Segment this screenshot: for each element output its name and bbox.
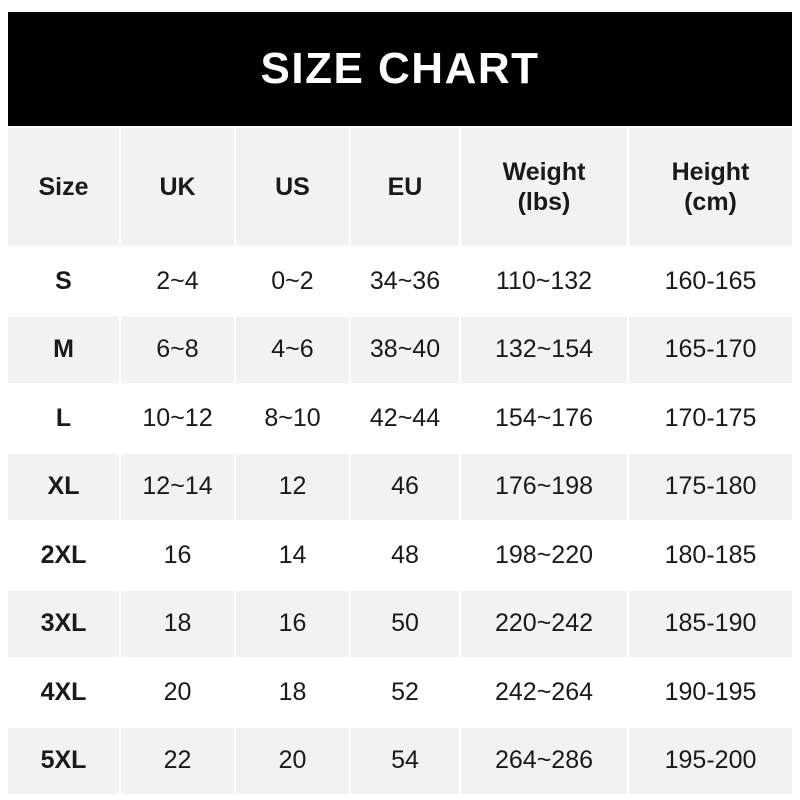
cell-eu: 50 <box>350 589 461 659</box>
cell-us: 12 <box>235 452 351 522</box>
cell-weight: 198~220 <box>460 521 629 591</box>
cell-weight: 110~132 <box>460 247 629 317</box>
table-row: 5XL 22 20 54 264~286 195-200 <box>8 726 792 796</box>
column-header-size-line1: Size <box>38 172 89 201</box>
cell-eu: 46 <box>350 452 461 522</box>
cell-height: 170-175 <box>628 384 792 454</box>
cell-weight: 264~286 <box>460 726 629 796</box>
column-header-size: Size <box>8 128 121 248</box>
table-row: L 10~12 8~10 42~44 154~176 170-175 <box>8 384 792 454</box>
header-row: Size UK US EU Weight (lbs) Height (cm) <box>8 128 792 248</box>
cell-eu: 42~44 <box>350 384 461 454</box>
page-title: SIZE CHART <box>260 44 540 93</box>
cell-weight: 242~264 <box>460 658 629 728</box>
cell-uk: 18 <box>120 589 236 659</box>
cell-size: M <box>8 315 121 385</box>
cell-uk: 22 <box>120 726 236 796</box>
cell-us: 20 <box>235 726 351 796</box>
cell-weight: 132~154 <box>460 315 629 385</box>
cell-uk: 16 <box>120 521 236 591</box>
column-header-eu-line1: EU <box>387 172 423 201</box>
cell-height: 160-165 <box>628 247 792 317</box>
cell-uk: 12~14 <box>120 452 236 522</box>
cell-eu: 34~36 <box>350 247 461 317</box>
cell-size: 4XL <box>8 658 121 728</box>
cell-height: 190-195 <box>628 658 792 728</box>
cell-height: 165-170 <box>628 315 792 385</box>
table-row: S 2~4 0~2 34~36 110~132 160-165 <box>8 247 792 317</box>
table-row: 2XL 16 14 48 198~220 180-185 <box>8 521 792 591</box>
cell-uk: 10~12 <box>120 384 236 454</box>
cell-uk: 6~8 <box>120 315 236 385</box>
cell-weight: 176~198 <box>460 452 629 522</box>
cell-size: S <box>8 247 121 317</box>
cell-size: 3XL <box>8 589 121 659</box>
cell-us: 4~6 <box>235 315 351 385</box>
table-row: 4XL 20 18 52 242~264 190-195 <box>8 658 792 728</box>
cell-height: 180-185 <box>628 521 792 591</box>
cell-eu: 52 <box>350 658 461 728</box>
title-banner: SIZE CHART <box>8 12 792 126</box>
cell-eu: 54 <box>350 726 461 796</box>
column-header-height: Height (cm) <box>628 128 792 248</box>
cell-us: 16 <box>235 589 351 659</box>
column-header-us: US <box>235 128 351 248</box>
column-header-height-line1: Height <box>671 157 750 186</box>
cell-height: 185-190 <box>628 589 792 659</box>
table-header: Size UK US EU Weight (lbs) Height (cm) <box>8 128 792 248</box>
column-header-uk: UK <box>120 128 236 248</box>
cell-eu: 38~40 <box>350 315 461 385</box>
cell-height: 195-200 <box>628 726 792 796</box>
cell-size: XL <box>8 452 121 522</box>
column-header-weight-line1: Weight <box>502 157 586 186</box>
column-header-uk-line1: UK <box>159 172 196 201</box>
column-header-weight-line2: (lbs) <box>517 188 571 216</box>
cell-us: 0~2 <box>235 247 351 317</box>
cell-uk: 2~4 <box>120 247 236 317</box>
cell-weight: 220~242 <box>460 589 629 659</box>
table-row: 3XL 18 16 50 220~242 185-190 <box>8 589 792 659</box>
cell-weight: 154~176 <box>460 384 629 454</box>
cell-uk: 20 <box>120 658 236 728</box>
table-body: S 2~4 0~2 34~36 110~132 160-165 M 6~8 4~… <box>8 247 792 796</box>
cell-height: 175-180 <box>628 452 792 522</box>
table-row: M 6~8 4~6 38~40 132~154 165-170 <box>8 315 792 385</box>
cell-us: 14 <box>235 521 351 591</box>
cell-eu: 48 <box>350 521 461 591</box>
column-header-height-line2: (cm) <box>684 188 737 216</box>
size-chart-table: Size UK US EU Weight (lbs) Height (cm) <box>8 128 792 796</box>
cell-size: 2XL <box>8 521 121 591</box>
column-header-weight: Weight (lbs) <box>460 128 629 248</box>
cell-us: 18 <box>235 658 351 728</box>
cell-us: 8~10 <box>235 384 351 454</box>
column-header-eu: EU <box>350 128 461 248</box>
cell-size: 5XL <box>8 726 121 796</box>
cell-size: L <box>8 384 121 454</box>
column-header-us-line1: US <box>275 172 310 201</box>
table-row: XL 12~14 12 46 176~198 175-180 <box>8 452 792 522</box>
